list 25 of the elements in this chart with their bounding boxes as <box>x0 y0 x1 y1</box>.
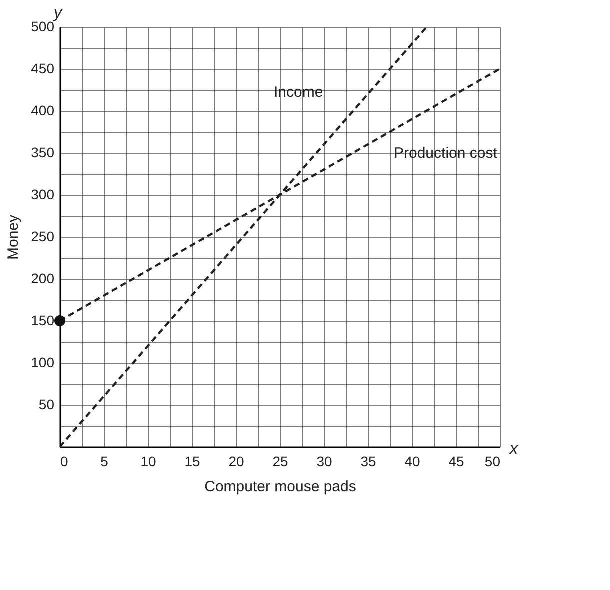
text: y <box>53 5 63 22</box>
y-tick-label: 200 <box>31 270 55 286</box>
x-tick-label: 30 <box>316 454 332 470</box>
y-tick-label: 100 <box>31 354 55 370</box>
y-tick-label: 300 <box>31 186 55 202</box>
y-tick-label: 50 <box>38 396 55 412</box>
y-tick-label: 450 <box>31 60 55 76</box>
x-tick-label: 25 <box>272 454 288 470</box>
y-axis-title: Money <box>5 214 22 260</box>
x-tick-label: 45 <box>448 454 464 470</box>
x-axis-title: Computer mouse pads <box>204 478 356 496</box>
x-tick-label: 40 <box>404 454 420 470</box>
y-tick-label: 400 <box>31 102 55 118</box>
y-tick-label: 350 <box>31 144 55 160</box>
y-tick-label: 250 <box>31 228 55 244</box>
x-tick-label: 35 <box>360 454 376 470</box>
x-tick-label: 0 <box>60 454 68 470</box>
y-tick-label: 500 <box>31 18 55 34</box>
y-tick-label: 150 <box>31 312 55 328</box>
x-tick-label: 5 <box>100 454 109 470</box>
x-tick-label: 10 <box>140 454 156 470</box>
x-tick-label: 20 <box>228 454 244 470</box>
text: x <box>509 441 519 458</box>
x-tick-label: 50 <box>484 454 501 470</box>
x-tick-label: 15 <box>184 454 200 470</box>
